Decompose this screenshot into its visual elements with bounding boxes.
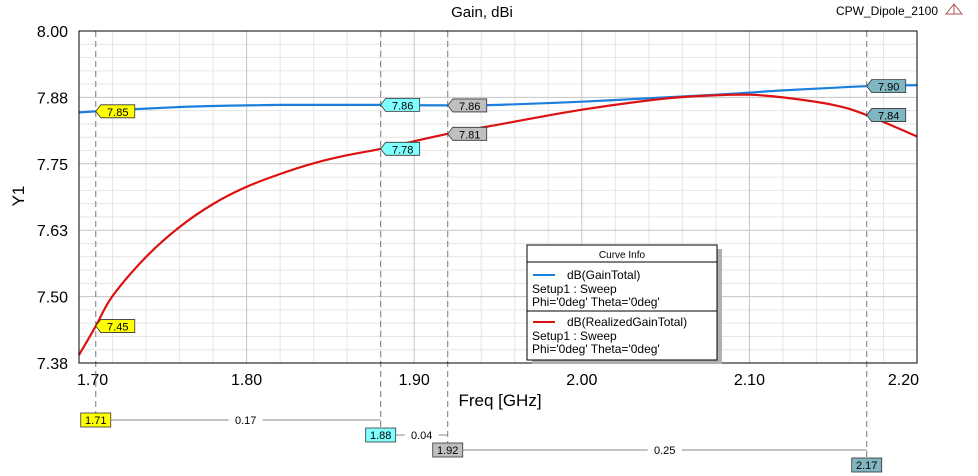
marker-label-m4: 7.90 [866,79,907,94]
marker-label-m2: 7.78 [380,141,421,156]
marker-xvalue-m2: 1.88 [365,427,397,443]
marker-label-m1: 7.45 [95,319,136,334]
marker-xvalue-m1: 1.71 [80,412,112,428]
marker-xvalue-text: 1.92 [437,445,458,457]
delta-value: 0.04 [411,430,432,442]
y-tick-label: 7.50 [37,290,68,307]
delta-m2-m3: 0.04 [395,428,448,442]
plot-frame [78,30,918,364]
marker-value: 7.86 [392,100,413,112]
legend-setup-gaintotal: Setup1 : Sweep [532,282,617,296]
marker-value: 7.84 [878,111,899,123]
x-tick-label: 2.00 [566,372,597,389]
y-tick-label: 7.63 [37,223,68,240]
legend-variables-gaintotal: Phi='0deg' Theta='0deg' [532,295,660,309]
x-tick-label: 2.20 [888,372,919,389]
delta-value: 0.25 [654,445,675,457]
y-axis-label: Y1 [9,186,28,207]
marker-label-m4: 7.84 [866,108,907,123]
curve-realizedgaintotal [78,93,918,356]
y-tick-label: 8.00 [37,24,68,41]
chart-title: Gain, dBi [451,4,513,21]
curve-info-legend[interactable]: Curve Info dB(GainTotal) Setup1 : Sweep … [526,244,722,364]
y-tick-label: 7.38 [37,356,68,373]
marker-xvalue-text: 2.17 [856,460,877,472]
y-tick-label: 7.75 [37,157,68,174]
delta-value: 0.17 [235,415,256,427]
marker-xvalue-m4: 2.17 [851,457,883,473]
marker-label-m3: 7.81 [447,126,488,141]
legend-title: Curve Info [599,250,646,261]
marker-label-m2: 7.86 [380,97,421,112]
legend-variables-realizedgain: Phi='0deg' Theta='0deg' [532,342,660,356]
marker-value: 7.86 [459,101,480,113]
marker-xvalue-m3: 1.92 [432,442,464,458]
x-tick-label: 1.90 [399,372,430,389]
design-name: CPW_Dipole_2100 [836,4,938,18]
delta-m3-m4: 0.25 [462,443,867,457]
marker-value: 7.81 [459,129,480,141]
x-tick-label: 1.80 [231,372,262,389]
marker-value: 7.85 [107,107,128,119]
marker-label-m3: 7.86 [447,98,488,113]
x-tick-label: 1.70 [77,372,108,389]
x-axis-label: Freq [GHz] [458,391,541,410]
x-tick-label: 2.10 [734,372,765,389]
legend-series-gaintotal: dB(GainTotal) [567,268,640,282]
marker-value: 7.90 [878,82,899,94]
marker-xvalue-text: 1.88 [370,430,391,442]
marker-value: 7.78 [392,144,413,156]
marker-value: 7.45 [107,322,128,334]
marker-label-m1: 7.85 [95,104,136,119]
delta-m1-m2: 0.17 [110,413,381,427]
y-tick-label: 7.88 [37,90,68,107]
legend-setup-realizedgain: Setup1 : Sweep [532,329,617,343]
marker-xvalue-text: 1.71 [85,415,106,427]
legend-series-realizedgain: dB(RealizedGainTotal) [567,315,687,329]
logo-icon [944,3,964,15]
